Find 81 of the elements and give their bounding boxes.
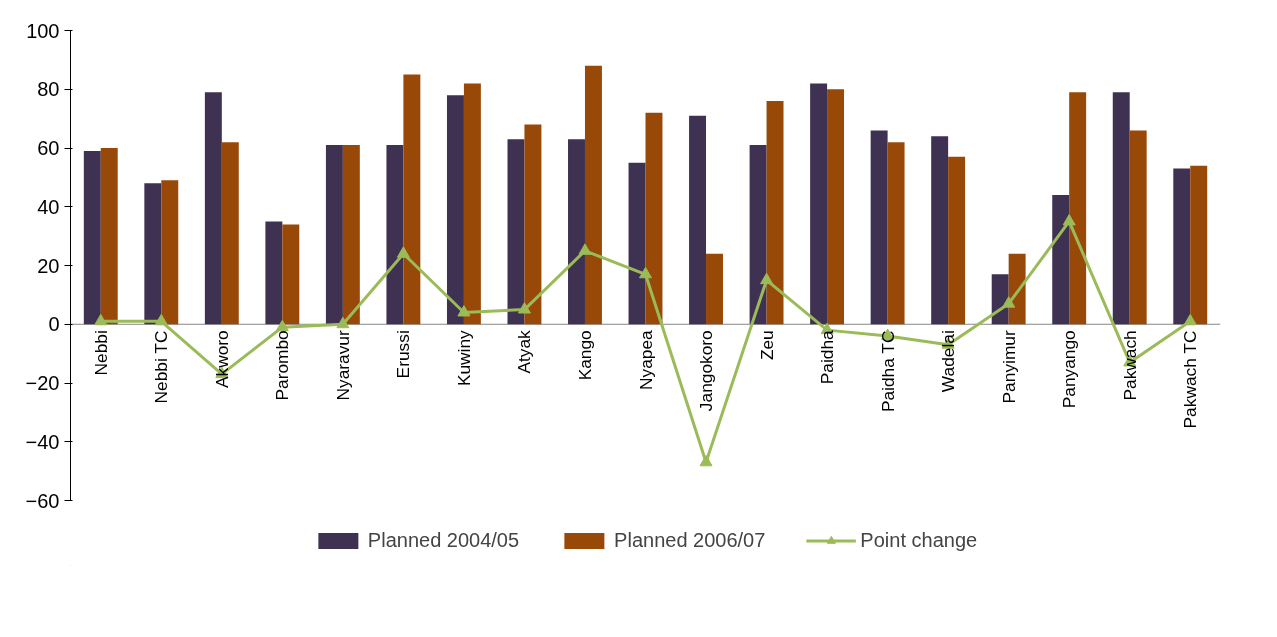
bar <box>749 145 767 325</box>
x-tick-label: Akworo <box>211 330 232 389</box>
y-tick-label: 100 <box>26 19 60 42</box>
point <box>639 266 652 279</box>
bar <box>810 83 828 325</box>
bar <box>1112 92 1130 325</box>
bar <box>325 145 343 325</box>
x-tick-label: Paidha <box>817 329 838 385</box>
bar <box>1052 195 1070 325</box>
point <box>1002 296 1016 308</box>
bar <box>204 92 222 325</box>
point <box>336 316 350 329</box>
bar <box>706 253 723 325</box>
bar <box>689 115 707 325</box>
y-tick-label: −20 <box>25 372 60 394</box>
bar <box>221 142 239 325</box>
point <box>94 313 108 326</box>
point <box>578 243 592 255</box>
bar <box>1190 165 1208 325</box>
bar <box>83 150 101 325</box>
legend-label: Planned 2006/07 <box>614 528 766 552</box>
y-tick-label: −40 <box>25 430 60 453</box>
point <box>457 305 471 317</box>
point <box>699 454 713 467</box>
bar <box>446 95 464 325</box>
bar <box>524 124 542 325</box>
x-tick-label: Panyimur <box>998 330 1019 404</box>
x-tick-label: Nyaravur <box>332 330 353 401</box>
bar <box>265 221 283 325</box>
legend-label: Point change <box>860 528 978 552</box>
x-tick-label: Kango <box>574 330 595 381</box>
y-tick-label: −60 <box>25 489 60 512</box>
point <box>517 302 531 314</box>
x-tick-label: Erussi <box>393 330 414 379</box>
y-tick-label: 60 <box>37 137 60 159</box>
x-tick-label: Panyango <box>1059 330 1080 409</box>
x-tick-label: Pakwach TC <box>1180 330 1201 429</box>
legend-label: Planned 2004/05 <box>367 528 520 552</box>
x-tick-label: Zeu <box>756 330 777 361</box>
x-tick-label: Nebbi TC <box>151 330 172 404</box>
bar <box>386 145 404 325</box>
y-tick-label: 80 <box>37 78 60 101</box>
x-tick-label: Wadelai <box>938 330 959 393</box>
x-tick-label: Nebbi <box>90 330 111 376</box>
y-tick-label: 20 <box>37 254 60 277</box>
bar <box>948 156 966 325</box>
bar <box>507 139 525 325</box>
bar <box>628 162 646 325</box>
x-tick-label: Paidha TC <box>877 330 898 413</box>
x-tick-label: Nyapea <box>635 329 656 390</box>
bar <box>1008 253 1026 325</box>
x-tick-label: Atyak <box>514 329 535 374</box>
y-tick-label: 0 <box>48 313 60 336</box>
x-tick-label: Parombo <box>272 330 293 401</box>
y-tick-label: 40 <box>37 195 60 218</box>
bar <box>161 180 179 325</box>
bar <box>100 148 118 325</box>
bar <box>463 83 481 325</box>
bar <box>342 145 360 325</box>
bar <box>403 74 421 325</box>
bar <box>282 224 300 325</box>
bar <box>887 142 905 325</box>
point <box>396 246 410 258</box>
bar <box>584 65 602 325</box>
point <box>1062 214 1076 226</box>
x-tick-label: Kuwiny <box>453 329 474 387</box>
point <box>275 319 289 332</box>
point <box>1183 313 1197 326</box>
bar <box>1129 130 1147 325</box>
bar <box>827 89 845 325</box>
bar <box>870 130 888 325</box>
bar <box>1173 168 1191 325</box>
bar <box>144 183 162 325</box>
bar <box>766 101 784 325</box>
point <box>760 272 774 285</box>
x-tick-label: Pakwach <box>1119 330 1140 401</box>
bar <box>568 139 585 325</box>
bar <box>1069 92 1087 325</box>
x-tick-label: Jangokoro <box>696 330 717 412</box>
point <box>154 313 168 326</box>
bar <box>931 136 949 325</box>
